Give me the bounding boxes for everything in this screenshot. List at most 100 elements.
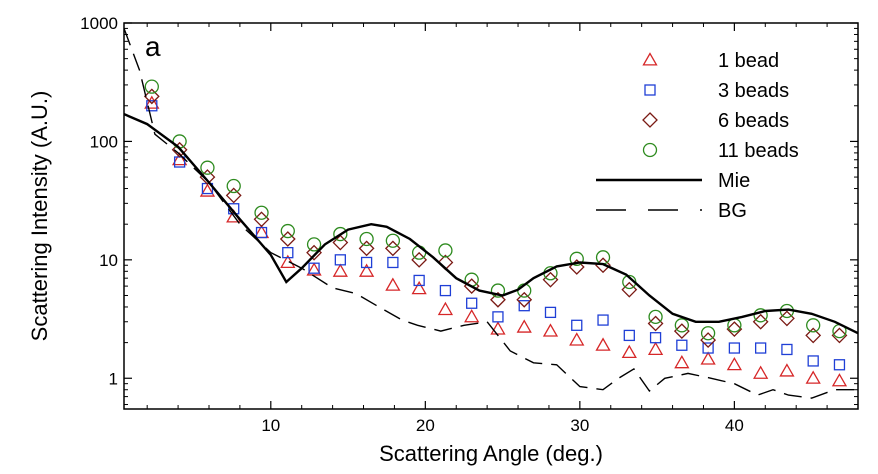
data-point-1-bead [385,277,401,291]
data-point-6-beads [831,327,848,344]
series-line-mie [124,112,858,335]
data-point-6-beads [805,327,822,344]
x-axis-label: Scattering Angle (deg.) [379,441,603,466]
series-3-beads [146,100,846,371]
data-point-6-beads [358,240,375,257]
data-point-1-bead [144,95,160,109]
data-point-1-bead [621,344,637,359]
data-point-3-beads [623,329,635,342]
data-point-1-bead [700,351,716,365]
data-point-11-beads [674,318,689,333]
data-point-1-bead [332,263,348,277]
data-point-3-beads [597,314,609,326]
data-point-3-beads [807,355,819,367]
legend-marker-6-beads [642,112,658,128]
data-point-1-bead [280,254,296,268]
data-point-1-bead [726,356,742,371]
data-point-1-bead [595,337,611,351]
y-tick-label: 1 [109,369,118,388]
data-point-6-beads [279,231,296,247]
legend-marker-3-beads [644,84,656,96]
data-point-1-bead [779,363,795,377]
data-point-6-beads [384,240,401,257]
data-point-1-bead [516,319,532,333]
data-point-11-beads [306,237,322,252]
legend-label-6-beads: 6 beads [718,110,789,132]
plot-frame [123,22,859,410]
data-point-11-beads [333,226,348,242]
data-point-3-beads [544,306,557,319]
x-tick-label: 40 [725,416,744,435]
data-point-11-beads [595,250,611,265]
data-point-11-beads [727,318,742,333]
data-point-1-bead [805,370,821,384]
data-point-3-beads [413,274,425,287]
data-point-6-beads [332,234,349,251]
legend-marker-11-beads [642,142,658,158]
data-point-1-bead [674,355,690,369]
data-point-6-beads [171,141,188,158]
data-point-6-beads [726,321,743,338]
data-point-11-beads [753,308,768,323]
x-tick-label: 20 [416,416,435,435]
y-tick-label: 100 [90,132,118,151]
data-point-1-bead [542,323,559,337]
data-point-3-beads [833,359,846,371]
data-point-11-beads [359,231,374,247]
data-point-11-beads [226,178,241,194]
data-point-3-beads [702,342,714,354]
data-point-1-bead [647,341,664,355]
legend-marker-1-bead [642,52,658,66]
data-point-1-bead [411,280,427,295]
data-point-1-bead [199,183,216,197]
data-point-1-bead [306,262,322,276]
data-point-1-bead [490,321,506,335]
y-axis-label: Scattering Intensity (A.U.) [27,91,52,342]
data-point-11-beads [144,79,159,94]
data-point-3-beads [146,100,158,112]
data-point-6-beads [225,187,242,204]
legend-label-bg: BG [718,200,747,222]
data-point-3-beads [649,332,662,344]
data-point-11-beads [569,251,584,266]
y-tick-label: 10 [99,251,118,270]
series-mie [124,112,858,335]
legend-label-mie: Mie [718,170,750,192]
data-point-1-bead [358,263,375,277]
data-point-3-beads [439,284,452,297]
data-point-3-beads [334,254,346,266]
data-point-6-beads [490,291,506,308]
data-point-11-beads [490,283,506,298]
data-point-3-beads [754,342,767,354]
data-point-3-beads [360,256,373,269]
series-bg [124,28,858,399]
y-tick-label: 1000 [80,14,118,33]
data-point-3-beads [781,343,793,356]
data-point-11-beads [254,205,269,220]
data-point-3-beads [676,339,688,351]
data-point-11-beads [200,160,215,175]
legend: 1 bead 3 beads 6 beads 11 beads Mie BG [596,50,799,222]
legend-label-11-beads: 11 beads [718,140,799,162]
legend-label-1-bead: 1 bead [718,50,779,72]
data-point-11-beads [806,318,821,333]
data-point-6-beads [143,88,160,105]
data-point-11-beads [648,309,663,325]
data-point-6-beads [778,310,795,327]
data-point-3-beads [728,342,741,354]
data-point-6-beads [621,281,638,298]
data-point-3-beads [492,311,504,323]
data-point-11-beads [385,233,401,248]
data-point-1-bead [753,365,769,379]
panel-label: a [145,31,161,62]
x-tick-label: 10 [261,416,280,435]
x-tick-label: 30 [570,416,589,435]
data-point-1-bead [569,332,585,346]
series-line-bg [124,28,858,399]
data-point-6-beads [673,323,690,340]
data-point-1-bead [831,373,848,387]
data-point-1-bead [172,151,188,166]
data-point-3-beads [518,300,530,312]
data-point-3-beads [255,226,268,239]
